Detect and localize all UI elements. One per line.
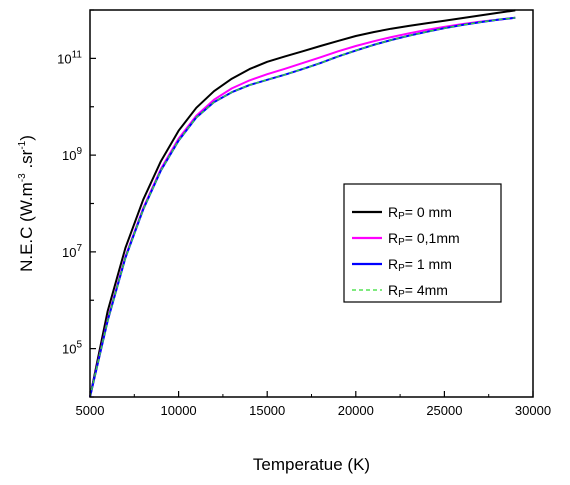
x-tick-label: 30000 xyxy=(515,403,551,418)
y-tick-label: 105 xyxy=(62,340,82,357)
legend-label-2: RP= 0,1mm xyxy=(388,230,460,248)
x-axis: 5000 10000 15000 20000 25000 30000 xyxy=(76,391,551,418)
legend-label-3: RP= 1 mm xyxy=(388,256,452,274)
x-tick-label: 20000 xyxy=(338,403,374,418)
series-lines xyxy=(89,9,516,398)
y-axis: 105 107 109 1011 xyxy=(57,9,96,398)
y-axis-title-prefix: N.E.C (W.m xyxy=(17,182,36,272)
y-axis-title-exp2: -1 xyxy=(17,140,28,149)
series-line-4 xyxy=(89,17,516,398)
legend-label-4: RP= 4mm xyxy=(388,282,448,300)
x-tick-label: 15000 xyxy=(249,403,285,418)
x-tick-label: 10000 xyxy=(161,403,197,418)
legend-box xyxy=(343,183,502,303)
y-axis-title-suffix: ) xyxy=(17,135,36,141)
plot-area: 5000 10000 15000 20000 25000 30000 1051071091… xyxy=(57,9,551,418)
y-tick-label: 107 xyxy=(62,243,82,260)
series-line-1 xyxy=(89,9,516,398)
x-tick-label: 25000 xyxy=(426,403,462,418)
legend: RP= 0 mm RP= 0,1mm RP= 1 mm RP= 4mm xyxy=(343,183,502,303)
y-axis-title-exp1: -3 xyxy=(17,173,28,182)
y-tick-label: 1011 xyxy=(57,49,82,66)
legend-entries: RP= 0 mm RP= 0,1mm RP= 1 mm RP= 4mm xyxy=(352,204,460,300)
x-axis-title: Temperatue (K) xyxy=(253,455,370,474)
plot-frame xyxy=(89,9,534,398)
y-axis-title-middle: .sr xyxy=(17,149,36,173)
x-tick-label: 5000 xyxy=(76,403,105,418)
legend-label-1: RP= 0 mm xyxy=(388,204,452,222)
y-tick-label: 109 xyxy=(62,146,82,163)
y-axis-title: N.E.C (W.m-3 .sr-1) xyxy=(17,135,36,272)
